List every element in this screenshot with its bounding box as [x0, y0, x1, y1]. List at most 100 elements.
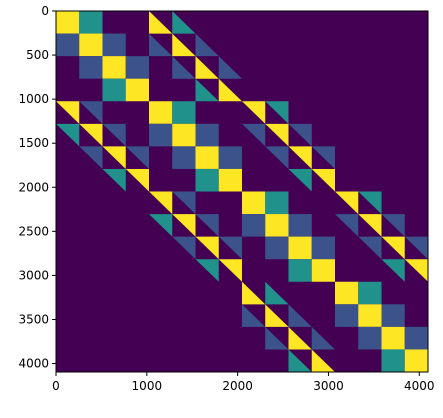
y-tick-label: 3000	[18, 268, 49, 282]
heatmap-block	[381, 236, 405, 260]
heatmap-block	[79, 123, 103, 147]
heatmap-block	[149, 123, 173, 147]
heatmap-block	[149, 33, 173, 57]
y-tick-label: 1500	[18, 136, 49, 150]
heatmap-block	[288, 349, 312, 372]
heatmap-block	[265, 304, 289, 327]
heatmap-block	[311, 168, 335, 192]
heatmap-block	[125, 78, 149, 102]
heatmap-block	[102, 168, 126, 192]
heatmap-block	[242, 304, 266, 327]
heatmap-block	[195, 56, 219, 79]
heatmap-block	[56, 101, 80, 124]
heatmap-block	[265, 123, 289, 147]
heatmap-block	[288, 236, 312, 260]
heatmap-block	[149, 11, 173, 34]
heatmap-block	[288, 259, 312, 282]
heatmap-block	[335, 191, 359, 215]
heatmap-block	[381, 349, 405, 372]
heatmap-block	[195, 78, 219, 102]
heatmap-block	[125, 56, 149, 79]
heatmap-block	[265, 236, 289, 260]
heatmap-block	[56, 123, 80, 147]
x-tick-label: 1000	[132, 379, 163, 393]
heatmap-block	[265, 326, 289, 350]
y-tick-label: 2500	[18, 224, 49, 238]
heatmap-block	[242, 281, 266, 305]
y-tick-label: 4000	[18, 357, 49, 371]
heatmap-block	[125, 146, 149, 169]
x-tick-label: 4000	[404, 379, 435, 393]
heatmap-block	[56, 11, 80, 34]
heatmap-block	[288, 304, 312, 327]
heatmap-block	[404, 236, 428, 260]
heatmap-block	[79, 146, 103, 169]
heatmap-block	[195, 259, 219, 282]
heatmap-block	[242, 214, 266, 237]
heatmap-block	[311, 236, 335, 260]
y-axis: 0 500 1000 1500 2000 2500 3000 3500 4000	[18, 4, 56, 371]
heatmap-block	[358, 281, 382, 305]
heatmap-block	[149, 214, 173, 237]
heatmap-block	[358, 191, 382, 215]
heatmap-block	[242, 191, 266, 215]
heatmap-block	[358, 236, 382, 260]
heatmap-block	[311, 326, 335, 350]
heatmap-block	[79, 33, 103, 57]
heatmap-block	[311, 259, 335, 282]
heatmap-block	[288, 168, 312, 192]
heatmap-block	[172, 214, 196, 237]
heatmap-block	[102, 123, 126, 147]
heatmap-block	[218, 259, 242, 282]
heatmap-block	[381, 326, 405, 350]
heatmap-block	[102, 78, 126, 102]
heatmap-block	[172, 191, 196, 215]
heatmap-block	[265, 146, 289, 169]
heatmap-block	[195, 214, 219, 237]
heatmap-block	[218, 78, 242, 102]
heatmap-block	[218, 146, 242, 169]
y-tick-label: 3500	[18, 312, 49, 326]
heatmap-block	[265, 191, 289, 215]
heatmap-block	[125, 168, 149, 192]
heatmap-block	[218, 236, 242, 260]
heatmap-block	[335, 281, 359, 305]
heatmap-block	[288, 326, 312, 350]
heatmap-block	[102, 33, 126, 57]
heatmap-block	[311, 146, 335, 169]
heatmap-block	[172, 33, 196, 57]
heatmap-block	[79, 101, 103, 124]
heatmap-block	[358, 326, 382, 350]
heatmap-block	[265, 214, 289, 237]
x-tick-label: 0	[52, 379, 60, 393]
heatmap-block	[288, 146, 312, 169]
heatmap-block	[335, 214, 359, 237]
heatmap-block	[311, 349, 335, 372]
heatmap-block	[242, 123, 266, 147]
heatmap-block	[102, 56, 126, 79]
heatmap-block	[149, 101, 173, 124]
heatmap-block	[195, 146, 219, 169]
heatmap-block	[195, 123, 219, 147]
heatmap-block	[195, 168, 219, 192]
heatmap-block	[381, 214, 405, 237]
plot-frame	[55, 10, 429, 373]
heatmap-block	[265, 281, 289, 305]
heatmap-block	[404, 259, 428, 282]
heatmap-block	[195, 236, 219, 260]
heatmap-block	[172, 236, 196, 260]
x-tick-label: 2000	[222, 379, 253, 393]
y-tick-label: 1000	[18, 92, 49, 106]
heatmap-block	[381, 259, 405, 282]
heatmap-block	[218, 56, 242, 79]
heatmap-block	[335, 304, 359, 327]
heatmap-block	[265, 101, 289, 124]
y-tick-label: 500	[26, 48, 49, 62]
heatmap-block	[172, 56, 196, 79]
heatmap-block	[358, 304, 382, 327]
heatmap-block	[56, 33, 80, 57]
heatmap-block	[218, 168, 242, 192]
heatmap-block	[404, 349, 428, 372]
heatmap-block	[195, 33, 219, 57]
